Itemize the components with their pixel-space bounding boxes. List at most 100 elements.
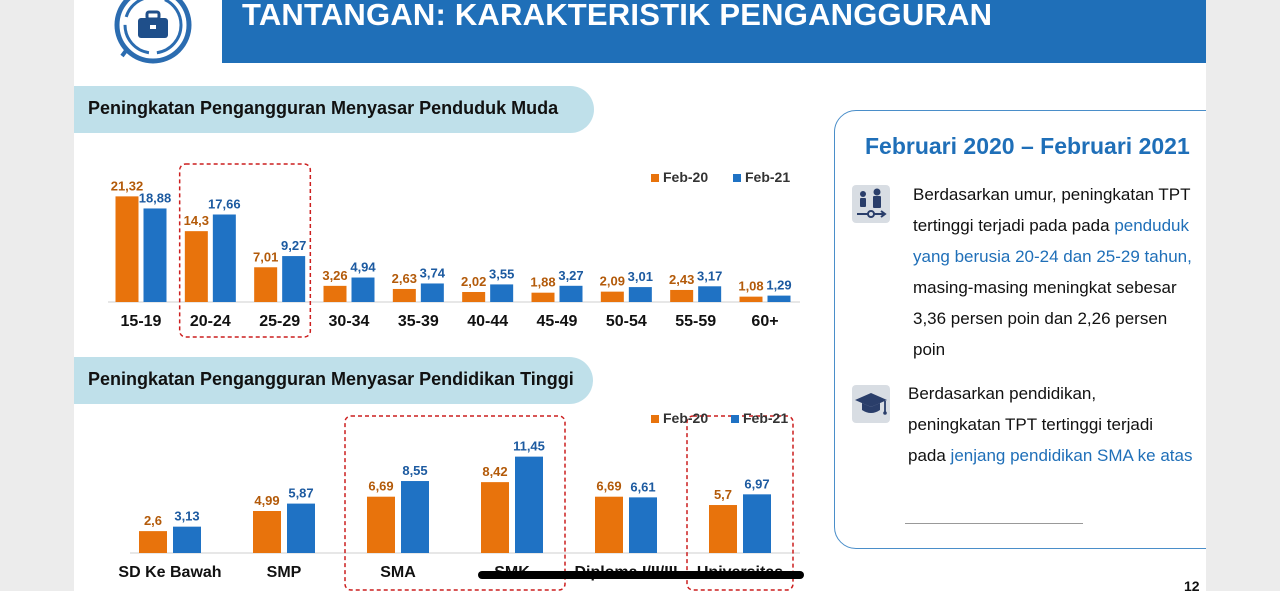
legend-label-feb-20: Feb-20 <box>663 169 708 185</box>
data-label-feb-20-25-29: 7,01 <box>253 249 278 264</box>
tick-label-45-49: 45-49 <box>537 313 578 330</box>
bar-feb-21-diploma-i-ii-iii <box>629 497 657 553</box>
bar-feb-20-25-29 <box>254 267 278 302</box>
education-bar-chart: 2,6 3,13 SD Ke Bawah 4,99 5,87 SMP 6,69 8,55 SMA… <box>118 410 800 591</box>
data-label-feb-20-smk: 8,42 <box>482 464 507 479</box>
bar-feb-20-45-49 <box>531 292 555 302</box>
age-finding-text1: Berdasarkan umur, peningkatan TPT tertin… <box>913 185 1191 235</box>
data-label-feb-21-15-19: 18,88 <box>139 190 172 205</box>
data-label-feb-20-sd-ke-bawah: 2,6 <box>144 513 162 528</box>
bar-feb-21-smk <box>515 456 543 553</box>
data-label-feb-20-universitas: 5,7 <box>714 487 732 502</box>
data-label-feb-21-25-29: 9,27 <box>281 238 306 253</box>
page-number: 12 <box>1184 578 1200 591</box>
legend-swatch-feb-21 <box>733 174 741 182</box>
data-label-feb-21-50-54: 3,01 <box>628 269 653 284</box>
bar-feb-20-sma <box>367 496 395 553</box>
legend-label-feb-21: Feb-21 <box>745 169 790 185</box>
bar-feb-21-universitas <box>743 494 771 553</box>
section-age-heading: Peningkatan Pengangguran Menyasar Pendud… <box>74 86 594 133</box>
tick-label-sd-ke-bawah: SD Ke Bawah <box>118 564 221 581</box>
data-label-feb-21-smk: 11,45 <box>513 439 545 454</box>
section-age-title: Peningkatan Pengangguran Menyasar Pendud… <box>88 98 559 118</box>
data-label-feb-20-diploma-i-ii-iii: 6,69 <box>596 479 621 494</box>
bar-feb-20-diploma-i-ii-iii <box>595 496 623 553</box>
data-label-feb-21-60: 1,29 <box>766 278 791 293</box>
tick-label-60: 60+ <box>751 313 778 330</box>
age-groups-icon <box>852 185 890 223</box>
data-label-feb-20-55-59: 2,43 <box>669 272 694 287</box>
tick-label-30-34: 30-34 <box>329 313 370 330</box>
tick-label-25-29: 25-29 <box>259 313 300 330</box>
card-title: Februari 2020 – Februari 2021 <box>865 133 1190 159</box>
section-edu-title: Peningkatan Pengangguran Menyasar Pendid… <box>88 369 574 389</box>
tick-label-40-44: 40-44 <box>467 313 508 330</box>
bar-feb-21-40-44 <box>490 284 514 302</box>
slide: TANTANGAN: KARAKTERISTIK PENGANGGURAN Pe… <box>74 0 1206 591</box>
tick-label-smp: SMP <box>267 564 302 581</box>
data-label-feb-20-50-54: 2,09 <box>600 274 625 289</box>
bar-feb-21-60 <box>767 295 791 302</box>
data-label-feb-20-sma: 6,69 <box>368 479 393 494</box>
title-bar: TANTANGAN: KARAKTERISTIK PENGANGGURAN <box>222 0 1206 63</box>
highlight-box-universitas <box>686 415 794 591</box>
data-label-feb-21-55-59: 3,17 <box>697 268 722 283</box>
bar-feb-21-45-49 <box>559 285 583 302</box>
data-label-feb-20-15-19: 21,32 <box>111 178 144 193</box>
data-label-feb-20-smp: 4,99 <box>254 493 279 508</box>
bar-feb-21-35-39 <box>420 283 444 302</box>
bar-feb-21-15-19 <box>143 208 167 302</box>
tick-label-35-39: 35-39 <box>398 313 439 330</box>
bar-feb-20-smk <box>481 482 509 553</box>
bar-feb-20-55-59 <box>670 289 694 302</box>
bar-feb-21-50-54 <box>628 287 652 302</box>
bar-feb-20-20-24 <box>184 231 208 302</box>
legend-label-feb-20: Feb-20 <box>663 410 708 426</box>
bar-feb-21-25-29 <box>282 256 306 302</box>
bar-feb-20-35-39 <box>392 288 416 302</box>
horizontal-scrollbar[interactable] <box>478 571 804 579</box>
age-finding-highlight: penduduk yang berusia 20-24 dan 25-29 ta… <box>913 216 1192 266</box>
legend-label-feb-21: Feb-21 <box>743 410 788 426</box>
age-finding-text2: masing-masing meningkat sebesar 3,36 per… <box>913 278 1177 359</box>
bar-feb-21-smp <box>287 503 315 553</box>
edu-finding-highlight: jenjang pendidikan SMA ke atas <box>950 446 1193 465</box>
tick-label-sma: SMA <box>380 564 416 581</box>
data-label-feb-21-20-24: 17,66 <box>208 197 241 212</box>
bar-feb-21-sd-ke-bawah <box>173 526 201 553</box>
bar-feb-21-55-59 <box>698 286 722 302</box>
tick-label-55-59: 55-59 <box>675 313 716 330</box>
data-label-feb-20-35-39: 2,63 <box>392 271 417 286</box>
highlight-box-sma-smk <box>344 415 566 591</box>
bar-feb-20-sd-ke-bawah <box>139 531 167 553</box>
highlight-box-20-24-25-29 <box>178 163 312 338</box>
bar-feb-20-40-44 <box>462 291 486 302</box>
data-label-feb-21-universitas: 6,97 <box>744 476 769 491</box>
page-title: TANTANGAN: KARAKTERISTIK PENGANGGURAN <box>242 0 993 32</box>
bar-feb-21-20-24 <box>212 214 236 302</box>
data-label-feb-21-sma: 8,55 <box>402 463 427 478</box>
tick-label-20-24: 20-24 <box>190 313 231 330</box>
info-card: Februari 2020 – Februari 2021 Berdasarka… <box>834 110 1206 549</box>
age-finding: Berdasarkan umur, peningkatan TPT tertin… <box>913 179 1193 365</box>
graduation-cap-icon <box>852 385 890 423</box>
legend-swatch-feb-20 <box>651 415 659 423</box>
data-label-feb-21-35-39: 3,74 <box>420 265 446 280</box>
section-edu-heading: Peningkatan Pengangguran Menyasar Pendid… <box>74 357 593 404</box>
data-label-feb-21-40-44: 3,55 <box>489 266 514 281</box>
data-label-feb-21-diploma-i-ii-iii: 6,61 <box>630 479 655 494</box>
bar-feb-21-sma <box>401 481 429 553</box>
bar-feb-20-universitas <box>709 505 737 553</box>
data-label-feb-20-20-24: 14,3 <box>184 213 209 228</box>
data-label-feb-20-45-49: 1,88 <box>530 275 555 290</box>
data-label-feb-20-40-44: 2,02 <box>461 274 486 289</box>
bar-feb-20-30-34 <box>323 285 347 302</box>
bar-feb-21-30-34 <box>351 277 375 302</box>
logo <box>108 0 198 70</box>
bar-feb-20-50-54 <box>600 291 624 302</box>
tick-label-50-54: 50-54 <box>606 313 647 330</box>
briefcase-icon <box>114 0 192 64</box>
data-label-feb-21-45-49: 3,27 <box>558 268 583 283</box>
legend-swatch-feb-20 <box>651 174 659 182</box>
